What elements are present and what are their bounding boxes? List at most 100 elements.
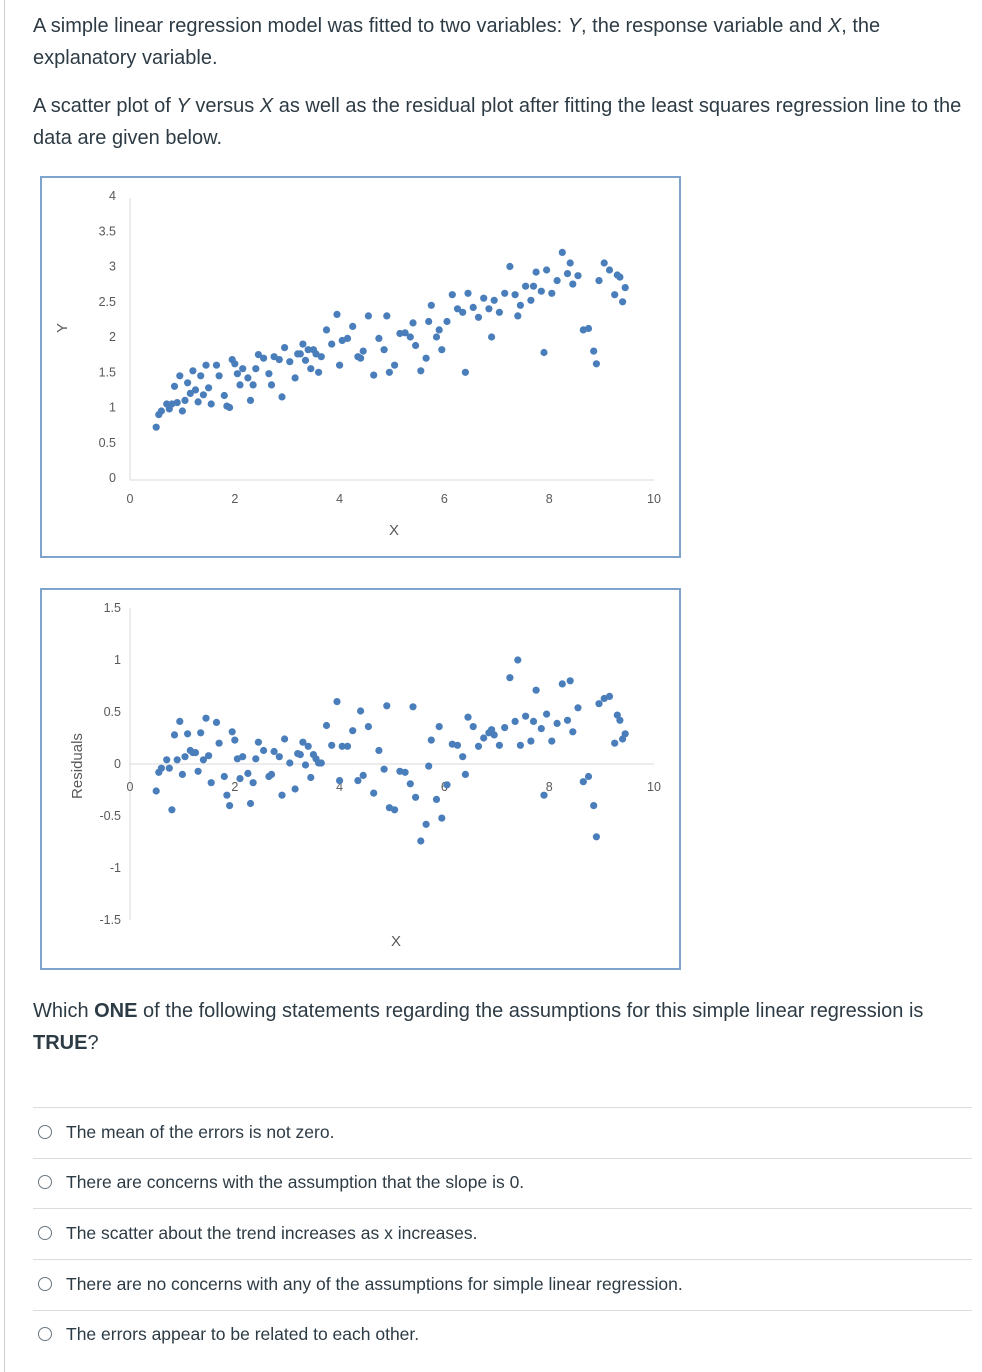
data-point bbox=[529, 282, 538, 290]
data-point bbox=[522, 712, 530, 720]
data-point bbox=[246, 396, 255, 404]
data-point bbox=[239, 365, 247, 373]
data-point bbox=[186, 389, 194, 397]
data-point bbox=[152, 423, 160, 431]
radio-button[interactable] bbox=[38, 1125, 52, 1139]
data-point bbox=[613, 711, 621, 719]
y-axis-title: Y bbox=[54, 323, 71, 333]
y-tick-label: 0 bbox=[114, 757, 121, 771]
data-point bbox=[501, 724, 509, 732]
y-tick-label: -0.5 bbox=[99, 809, 121, 823]
data-point bbox=[199, 391, 207, 399]
data-point bbox=[307, 773, 315, 782]
data-point bbox=[157, 764, 165, 772]
data-point bbox=[485, 305, 493, 313]
data-point bbox=[537, 725, 545, 733]
data-point bbox=[401, 329, 409, 337]
data-point bbox=[202, 361, 210, 369]
data-point bbox=[260, 746, 268, 755]
data-point bbox=[532, 686, 540, 694]
data-point bbox=[548, 289, 556, 297]
data-point bbox=[553, 719, 561, 727]
data-point bbox=[223, 791, 231, 799]
data-point bbox=[215, 739, 223, 747]
data-point bbox=[506, 262, 514, 271]
answer-option-5[interactable]: The errors appear to be related to each … bbox=[38, 1321, 419, 1347]
intro-text-2: A scatter plot of Y versus X as well as … bbox=[33, 95, 962, 149]
data-point bbox=[435, 723, 443, 731]
data-point bbox=[537, 287, 545, 295]
data-point bbox=[401, 768, 409, 776]
data-point bbox=[231, 736, 239, 744]
data-point bbox=[212, 361, 221, 369]
data-point bbox=[501, 289, 509, 297]
data-point bbox=[299, 340, 307, 348]
intro-paragraph-2: A scatter plot of Y versus X as well as … bbox=[33, 90, 973, 154]
data-point bbox=[427, 301, 435, 309]
data-point bbox=[343, 742, 352, 750]
data-point bbox=[249, 381, 257, 389]
data-point bbox=[453, 741, 462, 749]
x-tick-label: 4 bbox=[336, 780, 343, 794]
radio-button[interactable] bbox=[38, 1226, 52, 1240]
y-tick-label: -1 bbox=[110, 861, 121, 875]
x-tick-label: 10 bbox=[647, 780, 661, 794]
data-point bbox=[359, 771, 367, 779]
data-point bbox=[370, 371, 378, 379]
data-point bbox=[417, 367, 425, 375]
data-point bbox=[579, 778, 587, 786]
y-tick-label: -1.5 bbox=[99, 913, 121, 927]
data-point bbox=[336, 361, 344, 369]
data-point bbox=[205, 384, 213, 392]
data-point bbox=[220, 391, 228, 400]
answer-option-3[interactable]: The scatter about the trend increases as… bbox=[38, 1220, 477, 1246]
data-point bbox=[370, 789, 378, 797]
data-point bbox=[443, 317, 451, 326]
data-point bbox=[197, 729, 205, 737]
data-point bbox=[333, 310, 341, 318]
radio-button[interactable] bbox=[38, 1277, 52, 1291]
data-point bbox=[488, 333, 496, 341]
data-point bbox=[226, 802, 234, 810]
data-point bbox=[304, 346, 312, 354]
y-axis-title: Residuals bbox=[69, 733, 86, 799]
data-point bbox=[181, 396, 189, 404]
data-point bbox=[480, 734, 488, 742]
answer-option-4[interactable]: There are no concerns with any of the as… bbox=[38, 1271, 683, 1297]
left-border-rule bbox=[4, 0, 5, 1372]
data-point bbox=[514, 312, 522, 320]
data-point bbox=[338, 742, 346, 750]
data-point bbox=[412, 793, 420, 801]
option-divider bbox=[33, 1259, 972, 1260]
y-tick-label: 3.5 bbox=[99, 224, 116, 238]
data-point bbox=[574, 272, 582, 280]
data-point bbox=[443, 781, 451, 789]
data-point bbox=[527, 296, 535, 304]
option-divider bbox=[33, 1158, 972, 1159]
data-point bbox=[569, 728, 577, 736]
data-point bbox=[317, 353, 325, 361]
variable-name: X bbox=[827, 15, 842, 37]
data-point bbox=[176, 717, 184, 725]
data-point bbox=[254, 738, 262, 746]
radio-button[interactable] bbox=[38, 1327, 52, 1341]
question-text: Which ONE of the following statements re… bbox=[33, 995, 973, 1059]
data-point bbox=[516, 301, 524, 309]
data-point bbox=[275, 356, 283, 364]
variable-name: X bbox=[259, 95, 274, 117]
data-point bbox=[566, 677, 574, 685]
data-point bbox=[506, 674, 514, 682]
x-tick-label: 0 bbox=[127, 780, 134, 794]
data-point bbox=[191, 386, 200, 394]
radio-button[interactable] bbox=[38, 1175, 52, 1189]
data-point bbox=[514, 656, 522, 664]
data-point bbox=[383, 702, 391, 710]
data-point bbox=[178, 770, 186, 778]
data-point bbox=[328, 340, 336, 348]
data-point bbox=[170, 382, 179, 390]
data-point bbox=[184, 379, 192, 387]
data-point bbox=[558, 248, 566, 256]
answer-option-1[interactable]: The mean of the errors is not zero. bbox=[38, 1119, 334, 1145]
answer-option-2[interactable]: There are concerns with the assumption t… bbox=[38, 1169, 524, 1195]
data-point bbox=[380, 765, 388, 773]
